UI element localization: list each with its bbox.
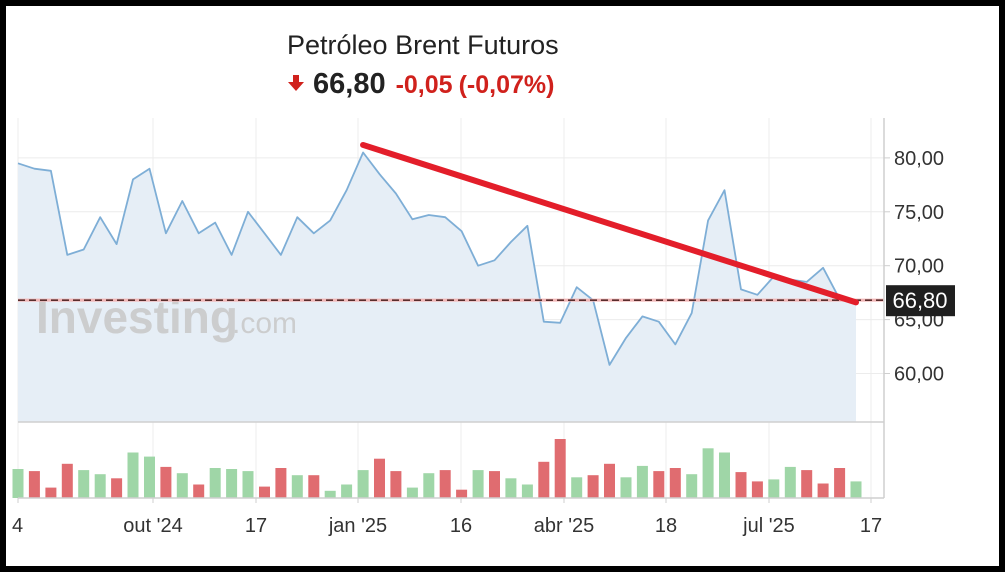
volume-bar-50: [834, 468, 846, 498]
volume-bar-28: [472, 470, 484, 498]
last-price-box: [886, 285, 955, 317]
volume-bar-39: [653, 471, 665, 498]
volume-bar-32: [538, 461, 550, 498]
volume-bar-6: [111, 478, 123, 498]
x-tick-label: 17: [245, 515, 267, 537]
price-series-line: [17, 151, 857, 366]
volume-bar-8: [144, 456, 155, 498]
volume-bar-5: [94, 474, 106, 498]
chart-axes: [17, 118, 890, 503]
x-tick-label: 4: [12, 515, 23, 537]
volume-bar-22: [374, 458, 385, 498]
volume-bar-29: [489, 471, 500, 498]
watermark-suffix: .com: [232, 307, 297, 340]
trendline: [360, 141, 859, 306]
down-arrow-icon: [287, 74, 305, 97]
volume-bar-2: [45, 487, 57, 498]
volume-bar-41: [686, 474, 698, 498]
x-tick-label: out '24: [123, 515, 182, 537]
volume-bar-34: [571, 477, 583, 498]
price-change: -0,05: [395, 71, 453, 99]
volume-bar-47: [784, 466, 796, 498]
volume-bar-4: [78, 470, 90, 498]
current-price: 66,80: [313, 68, 386, 100]
volume-bar-42: [702, 448, 714, 498]
volume-bar-43: [719, 452, 730, 498]
volume-bar-35: [587, 475, 599, 498]
price-line: [17, 151, 857, 366]
volume-bar-40: [669, 468, 681, 498]
volume-bar-45: [751, 481, 763, 498]
y-tick-label: 60,00: [894, 364, 944, 386]
x-axis-ticks: 4 out '24 17 jan '25 16 abr '25 18 jul '25 17: [12, 515, 882, 537]
volume-bar-48: [801, 470, 813, 498]
x-tick-label: 18: [655, 515, 677, 537]
volume-bar-13: [226, 469, 238, 498]
volume-bar-11: [193, 484, 205, 498]
price-quote: 66,80 -0,05 (-0,07%): [287, 68, 554, 102]
y-tick-label: 70,00: [894, 256, 944, 278]
volume-bar-21: [357, 470, 369, 498]
volume-bar-1: [28, 471, 40, 498]
volume-bar-18: [308, 475, 320, 498]
x-tick-label: jul '25: [742, 515, 795, 537]
volume-bar-46: [768, 479, 780, 498]
volume-bar-30: [505, 478, 517, 498]
volume-bar-19: [324, 490, 336, 498]
volume-bar-3: [61, 463, 73, 498]
volume-bar-51: [850, 481, 862, 498]
chart-title: Petróleo Brent Futuros: [287, 30, 559, 60]
volume-bar-20: [341, 484, 353, 498]
downward-trendline: [360, 141, 859, 306]
volume-bar-10: [176, 473, 188, 498]
x-tick-label: 17: [860, 515, 882, 537]
price-area: [18, 152, 856, 422]
volume-bar-9: [160, 466, 172, 498]
x-tick-label: 16: [450, 515, 472, 537]
price-change-percent: (-0,07%): [458, 71, 555, 99]
volume-bar-24: [406, 487, 418, 498]
volume-bar-44: [735, 472, 747, 498]
volume-bar-38: [636, 465, 648, 498]
volume-bar-26: [439, 470, 451, 498]
volume-bar-7: [127, 452, 139, 498]
volume-bar-27: [456, 489, 468, 498]
volume-bar-15: [259, 486, 270, 498]
volume-bar-49: [817, 483, 829, 498]
price-area-fill: [18, 152, 856, 422]
volume-bar-31: [521, 484, 533, 498]
volume-bar-37: [620, 477, 632, 498]
last-price-marker: 66,80: [886, 285, 955, 317]
y-tick-label: 80,00: [894, 148, 944, 170]
volume-bars: [12, 439, 862, 498]
y-tick-label: 75,00: [894, 202, 944, 224]
volume-bar-36: [604, 463, 615, 498]
volume-bar-16: [275, 468, 287, 498]
volume-bar-12: [209, 468, 221, 498]
x-tick-label: jan '25: [328, 515, 387, 537]
volume-bar-33: [554, 439, 566, 498]
volume-bar-23: [390, 471, 402, 498]
last-price-label: 66,80: [892, 288, 947, 313]
volume-bar-0: [12, 469, 24, 498]
volume-bar-17: [291, 475, 303, 498]
volume-bar-14: [242, 471, 254, 498]
volume-bar-25: [423, 473, 435, 498]
x-tick-label: abr '25: [534, 515, 595, 537]
